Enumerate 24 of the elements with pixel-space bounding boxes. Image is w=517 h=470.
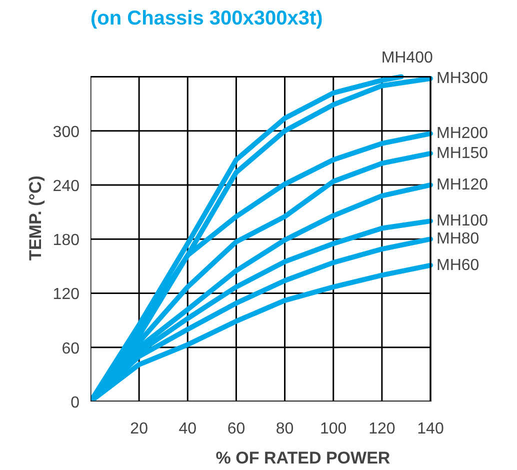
series-label: MH80 [436,230,480,248]
series-label: MH300 [436,70,488,88]
series-label: MH200 [436,125,488,142]
series-label: MH400 [381,50,434,67]
x-tick-label: 20 [130,420,148,438]
x-tick-label: 100 [320,420,347,438]
x-tick-label: 120 [368,420,396,438]
chart-title: (on Chassis 300x300x3t) [90,8,323,30]
series-label: MH150 [436,144,488,162]
x-tick-label: 40 [178,420,197,438]
x-tick-label: 140 [417,420,444,438]
y-axis-title: TEMP. (°C) [26,176,45,260]
x-tick-label: 60 [227,420,246,438]
y-tick-label: 300 [52,124,80,141]
y-tick-label: 120 [52,286,80,304]
x-tick-label: 80 [276,420,294,438]
y-tick-label: 180 [52,232,80,250]
series-label: MH100 [436,212,488,230]
series-label: MH60 [436,256,480,274]
x-axis-title: % OF RATED POWER [216,448,390,468]
series-label: MH120 [436,176,488,194]
y-tick-label: 0 [70,394,80,412]
y-tick-label: 240 [52,178,80,195]
y-tick-label: 60 [62,340,80,358]
